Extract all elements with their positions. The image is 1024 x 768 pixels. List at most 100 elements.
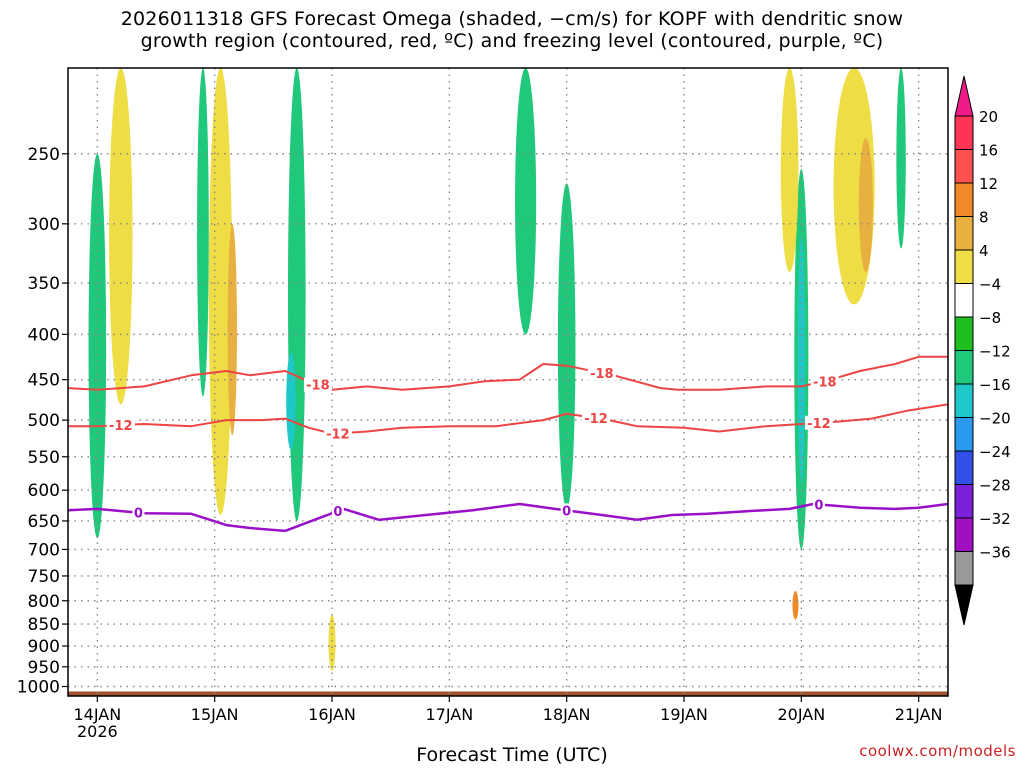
omega-cell-14 <box>896 68 906 249</box>
omega-cell-16 <box>792 591 799 620</box>
omega-cell-7 <box>557 183 576 509</box>
omega-cell-6 <box>286 353 296 450</box>
contour-label-bg <box>812 497 825 512</box>
colorbar-swatch <box>954 182 974 217</box>
x-axis-label: Forecast Time (UTC) <box>416 744 608 766</box>
omega-cell-3 <box>227 223 237 436</box>
x-tick-label: 21JAN <box>895 705 943 724</box>
omega-cell-13 <box>858 138 873 272</box>
chart-title-line-1: 2026011318 GFS Forecast Omega (shaded, −… <box>120 8 904 30</box>
colorbar-swatch <box>954 283 974 318</box>
contour-label-bg <box>132 505 145 520</box>
grid <box>68 68 948 696</box>
colorbar-label: −36 <box>979 544 1011 562</box>
colorbar-label: 4 <box>979 242 989 260</box>
contour-minus12: -12 -12 -12 -12 <box>68 403 948 442</box>
x-tick-label: 14JAN <box>73 705 121 724</box>
plot-frame <box>67 67 949 697</box>
contour-label-bg <box>587 365 616 380</box>
colorbar-label: −24 <box>979 443 1011 461</box>
contour-freezing: 0 0 0 0 <box>68 497 948 533</box>
y-tick-label: 350 <box>28 274 60 294</box>
colorbar-label: −20 <box>979 410 1011 428</box>
colorbar-swatch <box>954 249 974 284</box>
colorbar-swatch <box>954 316 974 351</box>
colorbar-swatch <box>954 149 974 184</box>
y-tick-label: 650 <box>28 512 60 532</box>
colorbar-label: 16 <box>979 142 998 160</box>
contour-label-bg <box>303 377 332 392</box>
omega-cell-0 <box>88 153 107 539</box>
contour-minus18: -18 -18 -18 <box>68 355 948 394</box>
colorbar-label: −32 <box>979 510 1011 528</box>
colorbar-swatch <box>954 115 974 150</box>
y-axis: 2503003504004505005506006507007508008509… <box>17 145 68 698</box>
contour-label-bg <box>331 504 344 519</box>
contour-label-bg <box>106 418 135 433</box>
x-tick-sublabel: 2026 <box>77 722 118 741</box>
contour-label-bg <box>323 426 352 441</box>
x-tick-label: 19JAN <box>660 705 708 724</box>
contour-label-minus12: -12 <box>326 427 350 442</box>
y-tick-label: 700 <box>28 540 60 560</box>
contour-label-bg <box>810 374 839 389</box>
chart-title-line-2: growth region (contoured, red, ºC) and f… <box>140 30 884 52</box>
omega-cell-8 <box>515 68 537 335</box>
contour-label-freezing: 0 <box>562 504 571 519</box>
colorbar-label: 8 <box>979 209 989 227</box>
x-tick-label: 15JAN <box>191 705 239 724</box>
x-tick-label: 16JAN <box>308 705 356 724</box>
contour-label-bg <box>560 503 573 518</box>
contour-label-minus12: -12 <box>584 412 608 427</box>
contour-label-minus12: -12 <box>807 417 831 432</box>
omega-cell-11 <box>780 68 799 272</box>
x-tick-label: 17JAN <box>425 705 473 724</box>
contour-label-freezing: 0 <box>814 499 823 514</box>
y-tick-label: 850 <box>28 615 60 635</box>
colorbar: 20 16 12 8 4 −4 −8 −12 −16 −20 −24 −28 −32 −36 <box>954 75 1011 626</box>
contour-line-minus12 <box>68 403 948 435</box>
colorbar-swatch <box>954 417 974 452</box>
y-tick-label: 450 <box>28 371 60 391</box>
colorbar-bottom-arrow <box>954 584 974 626</box>
y-tick-label: 500 <box>28 411 60 431</box>
colorbar-swatch <box>954 383 974 418</box>
contour-label-minus18: -18 <box>813 375 837 390</box>
contour-label-minus12: -12 <box>109 419 133 434</box>
colorbar-swatch <box>954 350 974 385</box>
colorbar-label: 20 <box>979 108 998 126</box>
surface-band <box>68 691 948 696</box>
contour-label-bg <box>582 410 610 425</box>
y-tick-label: 1000 <box>17 678 60 698</box>
contour-label-minus18: -18 <box>590 367 614 382</box>
colorbar-label: −8 <box>979 309 1001 327</box>
colorbar-label: −28 <box>979 477 1011 495</box>
colorbar-label: −4 <box>979 276 1001 294</box>
x-tick-label: 18JAN <box>543 705 591 724</box>
colorbar-top-arrow <box>954 75 974 117</box>
colorbar-label: 12 <box>979 175 998 193</box>
y-tick-label: 900 <box>28 637 60 657</box>
omega-cell-4 <box>197 68 209 397</box>
y-tick-label: 250 <box>28 145 60 165</box>
colorbar-swatch <box>954 450 974 485</box>
y-tick-label: 600 <box>28 481 60 501</box>
colorbar-swatch <box>954 216 974 251</box>
contour-label-freezing: 0 <box>134 507 143 522</box>
colorbar-swatch <box>954 484 974 519</box>
omega-cell-5 <box>288 68 306 521</box>
y-tick-label: 950 <box>28 658 60 678</box>
credit-link[interactable]: coolwx.com/models <box>859 742 1016 760</box>
colorbar-swatch <box>954 551 974 586</box>
y-tick-label: 800 <box>28 592 60 612</box>
contour-label-freezing: 0 <box>333 505 342 520</box>
y-tick-label: 550 <box>28 448 60 468</box>
y-tick-label: 300 <box>28 215 60 235</box>
colorbar-label: −16 <box>979 376 1011 394</box>
omega-cell-1 <box>109 68 133 405</box>
omega-cell-10 <box>797 236 805 484</box>
y-tick-label: 400 <box>28 325 60 345</box>
y-tick-label: 750 <box>28 567 60 587</box>
colorbar-swatch <box>954 517 974 552</box>
